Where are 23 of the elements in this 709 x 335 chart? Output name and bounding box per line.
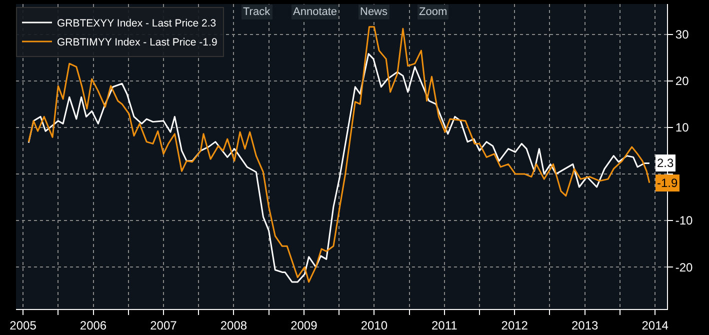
x-tick-label: 2007 [150, 318, 178, 332]
y-tick-label: 10 [675, 120, 690, 135]
x-tick-label: 2005 [10, 318, 37, 332]
annotation: Zoom [419, 6, 448, 18]
x-tick-label: 2014 [642, 318, 669, 332]
annotation: News [360, 6, 388, 18]
y-tick-label: -10 [675, 214, 694, 228]
x-tick-label: 2009 [290, 318, 318, 332]
x-tick-label: 2010 [360, 318, 388, 332]
annotation: -1.9 [657, 176, 678, 190]
legend-label: GRBTEXYY Index - Last Price 2.3 [57, 18, 216, 30]
x-tick-label: 2013 [571, 318, 598, 332]
legend-label: GRBTIMYY Index - Last Price -1.9 [57, 36, 218, 49]
annotation: 2.3 [657, 156, 674, 170]
x-tick-label: 2008 [220, 318, 248, 332]
x-tick-label: 2011 [431, 318, 458, 332]
annotation: Track [243, 6, 271, 18]
y-tick-label: 20 [675, 74, 690, 88]
y-tick-label: -20 [675, 260, 694, 274]
y-tick-label: 30 [675, 27, 690, 42]
x-tick-label: 2006 [80, 318, 107, 332]
x-tick-label: 2012 [501, 318, 528, 332]
annotation: Annotate [293, 6, 338, 18]
